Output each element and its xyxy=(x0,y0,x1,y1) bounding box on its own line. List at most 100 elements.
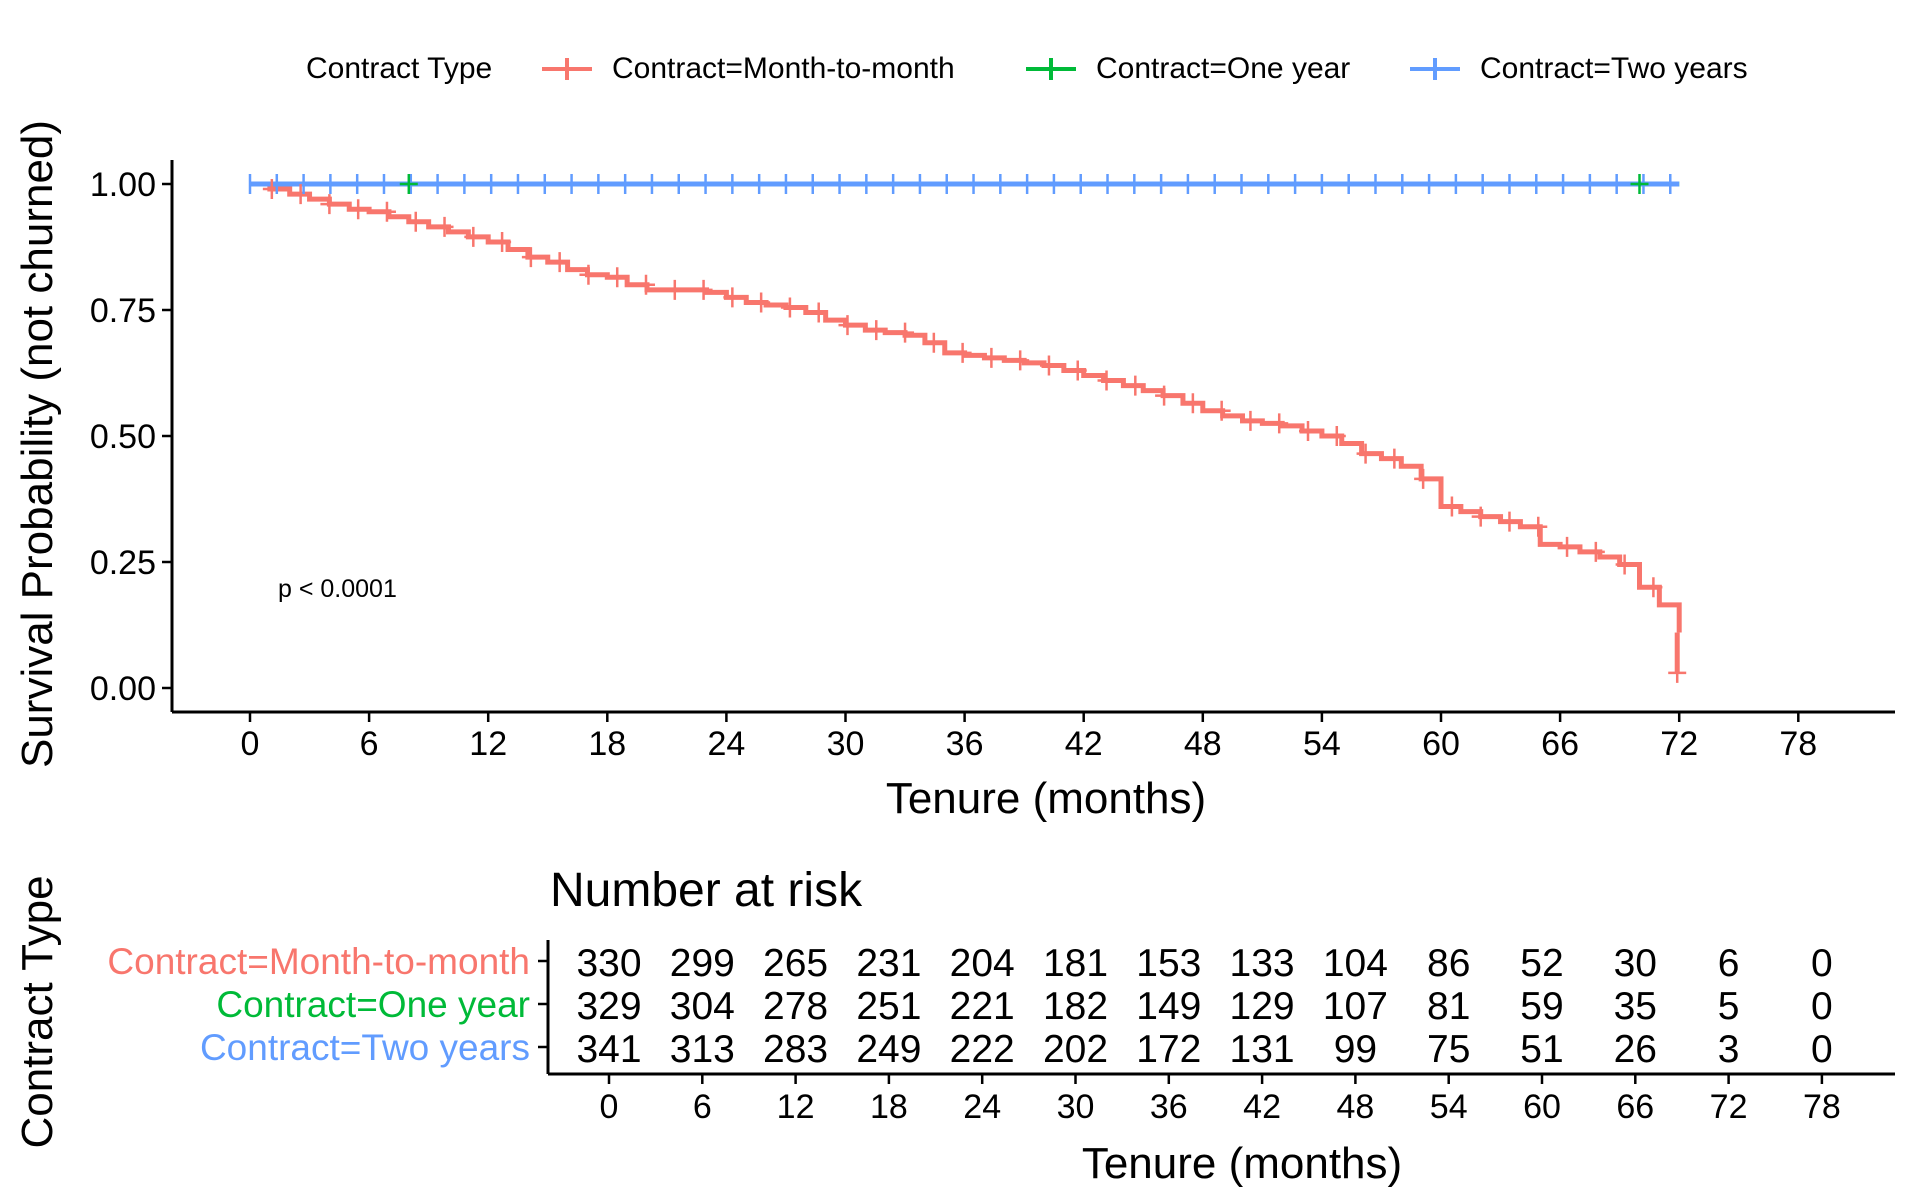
risk-table-cell: 0 xyxy=(1811,942,1833,985)
x-tick-label: 0 xyxy=(241,725,260,763)
risk-table-cell: 75 xyxy=(1427,1028,1470,1071)
censor-mark-one-year xyxy=(399,174,418,194)
risk-table-cell: 299 xyxy=(670,942,735,985)
censor-mark-month-to-month xyxy=(1414,468,1433,489)
censor-mark-month-to-month xyxy=(1500,511,1519,532)
risk-table-cell: 104 xyxy=(1323,942,1388,985)
censor-mark-month-to-month xyxy=(291,184,310,205)
censor-mark-month-to-month xyxy=(1529,516,1548,537)
p-value-annotation: p < 0.0001 xyxy=(278,575,397,603)
legend-title: Contract Type xyxy=(306,52,492,85)
x-tick-label: 66 xyxy=(1541,725,1579,763)
legend-entry-label: Contract=Month-to-month xyxy=(612,52,955,85)
risk-table-row-label: Contract=Two years xyxy=(200,1027,530,1068)
risk-table-cell: 149 xyxy=(1136,985,1201,1028)
x-tick-label: 48 xyxy=(1184,725,1222,763)
risk-table-cell: 81 xyxy=(1427,985,1470,1028)
censor-mark-month-to-month xyxy=(608,267,627,288)
risk-table-cell: 251 xyxy=(856,985,921,1028)
risk-table-cell: 202 xyxy=(1043,1028,1108,1071)
legend-entry-label: Contract=Two years xyxy=(1480,52,1748,85)
x-axis-label: Tenure (months) xyxy=(886,774,1206,823)
x-tick-label: 6 xyxy=(360,725,379,763)
risk-table-row-label: Contract=One year xyxy=(216,984,530,1025)
risk-table-cell: 133 xyxy=(1230,942,1295,985)
risk-table-x-tick-label: 48 xyxy=(1336,1088,1374,1126)
x-tick-label: 24 xyxy=(707,725,745,763)
censor-mark-month-to-month xyxy=(1155,385,1174,406)
censor-mark-month-to-month xyxy=(1299,420,1318,441)
risk-table-cell: 249 xyxy=(856,1028,921,1071)
censor-mark-month-to-month xyxy=(1471,506,1490,527)
risk-table-cell: 231 xyxy=(856,942,921,985)
censor-mark-month-to-month xyxy=(838,315,857,336)
risk-table-cell: 86 xyxy=(1427,942,1470,985)
censor-mark-month-to-month xyxy=(1212,400,1231,421)
risk-table-cell: 99 xyxy=(1334,1028,1377,1071)
censor-mark-month-to-month xyxy=(637,274,656,295)
censor-mark-month-to-month xyxy=(1615,554,1634,575)
risk-table-cell: 107 xyxy=(1323,985,1388,1028)
censor-mark-month-to-month xyxy=(406,211,425,232)
censor-mark-month-to-month xyxy=(521,247,540,268)
series-line-1 xyxy=(250,181,1682,633)
risk-table-cell: 153 xyxy=(1136,942,1201,985)
risk-table-cell: 59 xyxy=(1520,985,1563,1028)
censor-mark-month-to-month xyxy=(1442,496,1461,517)
censor-mark-month-to-month xyxy=(723,287,742,308)
risk-table-cell: 0 xyxy=(1811,1028,1833,1071)
risk-table-cell: 52 xyxy=(1520,942,1563,985)
x-tick-label: 36 xyxy=(946,725,984,763)
risk-table-cell: 131 xyxy=(1230,1028,1295,1071)
risk-table-cell: 283 xyxy=(763,1028,828,1071)
y-tick-label: 0.50 xyxy=(90,418,156,456)
risk-table-x-tick-label: 60 xyxy=(1523,1088,1561,1126)
risk-table: Contract=Month-to-month 330 299 265 231 204 18… xyxy=(107,940,1895,1126)
risk-table-x-tick-label: 30 xyxy=(1057,1088,1095,1126)
legend-key-2 xyxy=(1026,58,1076,80)
x-tick-label: 60 xyxy=(1422,725,1460,763)
censor-mark-month-to-month xyxy=(1644,577,1663,598)
censor-mark-month-to-month xyxy=(982,347,1001,368)
censor-mark-month-to-month xyxy=(1126,375,1145,396)
y-axis-label: Survival Probability (not churned) xyxy=(13,120,62,768)
risk-table-cell: 35 xyxy=(1614,985,1657,1028)
censor-mark-month-to-month xyxy=(550,252,569,273)
censor-mark-month-to-month xyxy=(579,264,598,285)
risk-table-cell: 204 xyxy=(950,942,1015,985)
risk-table-cell: 181 xyxy=(1043,942,1108,985)
risk-table-cell: 3 xyxy=(1718,1028,1740,1071)
risk-table-cell: 26 xyxy=(1614,1028,1657,1071)
censor-mark-month-to-month xyxy=(464,226,483,247)
risk-table-cell: 6 xyxy=(1718,942,1740,985)
risk-table-cell: 329 xyxy=(576,985,641,1028)
x-tick-label: 78 xyxy=(1779,725,1817,763)
survival-plot-axes: 0.00 0.25 0.50 0.75 1.00 0 6 12 18 24 30 36 42 48 54 60… xyxy=(90,160,1895,763)
risk-table-cell: 313 xyxy=(670,1028,735,1071)
censor-mark-month-to-month xyxy=(1356,443,1375,464)
risk-table-cell: 129 xyxy=(1230,985,1295,1028)
legend: Contract Type Contract=Month-to-month Con… xyxy=(306,52,1748,85)
x-tick-label: 30 xyxy=(827,725,865,763)
risk-table-title: Number at risk xyxy=(550,864,863,917)
censor-mark-month-to-month xyxy=(752,292,771,313)
censor-mark-month-to-month xyxy=(1385,448,1404,469)
censor-mark-month-to-month xyxy=(665,279,684,300)
risk-table-x-axis-label: Tenure (months) xyxy=(1082,1139,1402,1188)
legend-key-1 xyxy=(542,58,592,80)
risk-table-cell: 278 xyxy=(763,985,828,1028)
censor-mark-month-to-month xyxy=(349,199,368,220)
censor-mark-one-year xyxy=(1630,174,1649,194)
censor-mark-month-to-month xyxy=(780,297,799,318)
risk-table-cell: 5 xyxy=(1718,985,1740,1028)
y-tick-label: 1.00 xyxy=(90,166,156,204)
y-tick-label: 0.25 xyxy=(90,544,156,582)
risk-table-x-tick-label: 24 xyxy=(963,1088,1001,1126)
survival-curves xyxy=(248,174,1687,683)
risk-table-cell: 30 xyxy=(1614,942,1657,985)
x-tick-label: 42 xyxy=(1065,725,1103,763)
risk-table-row-label: Contract=Month-to-month xyxy=(107,941,530,982)
risk-table-cell: 304 xyxy=(670,985,735,1028)
